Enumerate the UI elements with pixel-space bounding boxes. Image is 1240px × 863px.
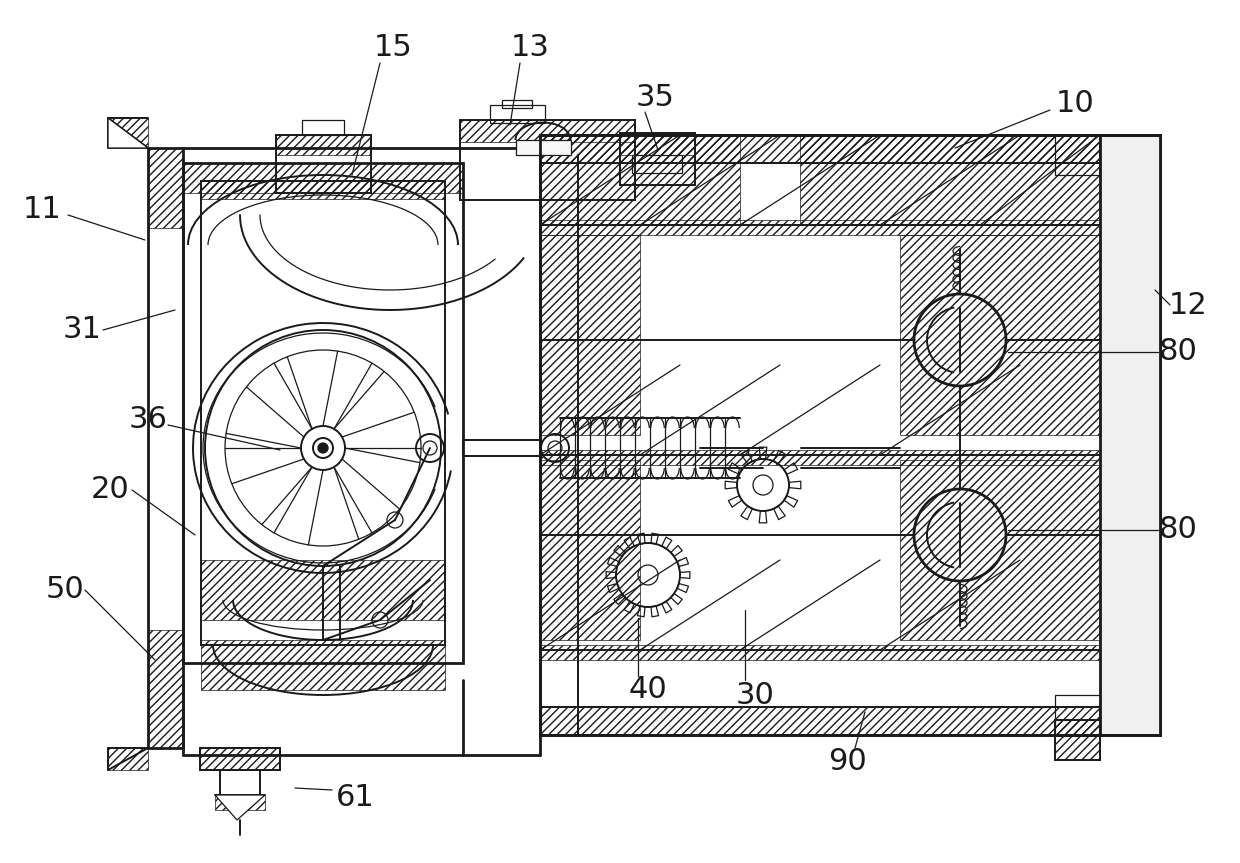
Text: 10: 10	[1055, 89, 1095, 117]
Bar	[900, 460, 1100, 640]
Bar	[277, 135, 371, 155]
Bar	[277, 135, 371, 193]
Bar	[539, 135, 1100, 163]
Bar	[148, 630, 184, 748]
Bar	[201, 181, 445, 199]
Bar	[200, 748, 280, 770]
Bar	[201, 560, 445, 620]
Bar	[539, 135, 740, 225]
Text: 61: 61	[336, 784, 374, 812]
Bar	[1100, 135, 1159, 163]
Bar	[539, 645, 1100, 660]
Bar	[200, 748, 280, 770]
Bar	[463, 440, 539, 456]
Bar	[108, 118, 148, 148]
Bar	[800, 135, 1100, 225]
Text: 36: 36	[129, 406, 167, 434]
Bar	[108, 748, 148, 770]
Text: 80: 80	[1158, 515, 1198, 545]
Bar	[539, 460, 640, 640]
Bar	[539, 235, 640, 435]
Text: 90: 90	[828, 747, 867, 777]
Bar	[539, 707, 1100, 735]
Text: 15: 15	[373, 34, 413, 62]
Bar	[539, 450, 1100, 465]
Bar	[1055, 135, 1100, 175]
Circle shape	[317, 443, 329, 453]
Text: 80: 80	[1158, 337, 1198, 367]
Polygon shape	[108, 118, 148, 148]
Bar	[900, 235, 1100, 435]
Bar	[1055, 720, 1100, 760]
Bar	[516, 140, 570, 155]
Text: 35: 35	[636, 84, 675, 112]
Text: 13: 13	[511, 34, 549, 62]
Bar	[201, 640, 445, 690]
Bar	[539, 220, 1100, 235]
Bar	[460, 120, 635, 142]
Bar	[620, 133, 694, 185]
Text: 31: 31	[62, 316, 102, 344]
Text: 11: 11	[22, 196, 61, 224]
Bar	[1100, 707, 1159, 735]
Bar	[184, 163, 463, 663]
Bar	[620, 133, 694, 155]
Bar	[1055, 695, 1100, 735]
Bar	[148, 148, 184, 228]
Polygon shape	[215, 795, 265, 820]
Bar	[1100, 135, 1159, 735]
Bar	[632, 155, 682, 173]
Bar	[201, 181, 445, 645]
Text: 40: 40	[629, 676, 667, 704]
Text: 12: 12	[1168, 291, 1208, 319]
Bar	[1100, 135, 1159, 735]
Bar	[460, 120, 635, 200]
Text: 50: 50	[46, 576, 84, 604]
Bar	[490, 105, 546, 123]
Text: 20: 20	[91, 476, 129, 505]
Text: 30: 30	[735, 681, 775, 709]
Bar	[502, 100, 532, 108]
Bar	[148, 148, 184, 748]
Bar	[539, 135, 1159, 735]
Bar	[215, 795, 265, 810]
Bar	[303, 120, 343, 135]
Bar	[184, 163, 463, 193]
Bar	[1055, 720, 1100, 760]
